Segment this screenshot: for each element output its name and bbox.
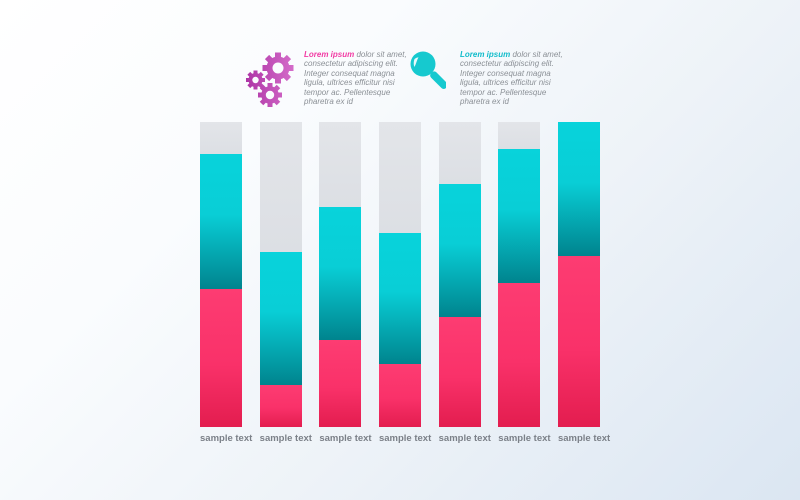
info-body-1: dolor sit amet, consectetur adipiscing e… xyxy=(304,50,407,107)
magnifier-icon xyxy=(408,50,448,105)
info-block-gears: Lorem ipsum dolor sit amet, consectetur … xyxy=(246,50,416,113)
bar-segment-bottom-pink xyxy=(200,289,242,427)
bar-segment-top-gray-remainder xyxy=(498,122,541,149)
bar-segment-middle-teal xyxy=(438,184,481,317)
bar-segment-middle-teal xyxy=(378,233,421,364)
bar-label: sample text xyxy=(438,433,491,444)
bar-column xyxy=(498,122,541,427)
bar-segment-middle-teal xyxy=(200,154,242,289)
bar-segment-bottom-pink xyxy=(259,385,302,427)
bar-column xyxy=(378,122,421,427)
bar-column xyxy=(200,122,242,427)
info-title-2: Lorem ipsum xyxy=(460,50,511,59)
bar-label: sample text xyxy=(259,433,312,444)
bar-segment-top-gray-remainder xyxy=(319,122,362,207)
info-text-1: Lorem ipsum dolor sit amet, consectetur … xyxy=(304,50,416,106)
gears-icon xyxy=(246,50,296,113)
bar-segment-bottom-pink xyxy=(378,364,421,427)
bar-segment-middle-teal xyxy=(319,207,362,340)
bar-segment-bottom-pink xyxy=(557,256,600,427)
bar-column xyxy=(319,122,362,427)
stacked-bar-chart xyxy=(200,122,600,427)
bar-column xyxy=(438,122,481,427)
bar-segment-bottom-pink xyxy=(438,317,481,427)
info-block-magnifier: Lorem ipsum dolor sit amet, consectetur … xyxy=(408,50,572,106)
bar-label: sample text xyxy=(498,433,551,444)
bar-label: sample text xyxy=(557,433,611,444)
bar-column xyxy=(557,122,600,427)
bar-labels-row: sample text sample text sample text sample … xyxy=(200,433,611,444)
bar-segment-top-gray-remainder xyxy=(438,122,481,184)
bar-segment-bottom-pink xyxy=(319,340,362,427)
bar-label: sample text xyxy=(319,433,372,444)
info-title-1: Lorem ipsum xyxy=(304,50,355,59)
bar-segment-middle-teal xyxy=(259,252,302,385)
bar-segment-middle-teal xyxy=(498,149,541,283)
bar-label: sample text xyxy=(200,433,253,444)
bar-segment-top-gray-remainder xyxy=(378,122,421,233)
bar-segment-middle-teal xyxy=(557,122,600,256)
info-body-2: dolor sit amet, consectetur adipiscing e… xyxy=(460,50,563,107)
info-text-2: Lorem ipsum dolor sit amet, consectetur … xyxy=(460,50,572,106)
bar-segment-top-gray-remainder xyxy=(200,122,242,154)
bar-column xyxy=(259,122,302,427)
bar-segment-bottom-pink xyxy=(498,283,541,427)
bar-label: sample text xyxy=(378,433,432,444)
bar-segment-top-gray-remainder xyxy=(259,122,302,252)
